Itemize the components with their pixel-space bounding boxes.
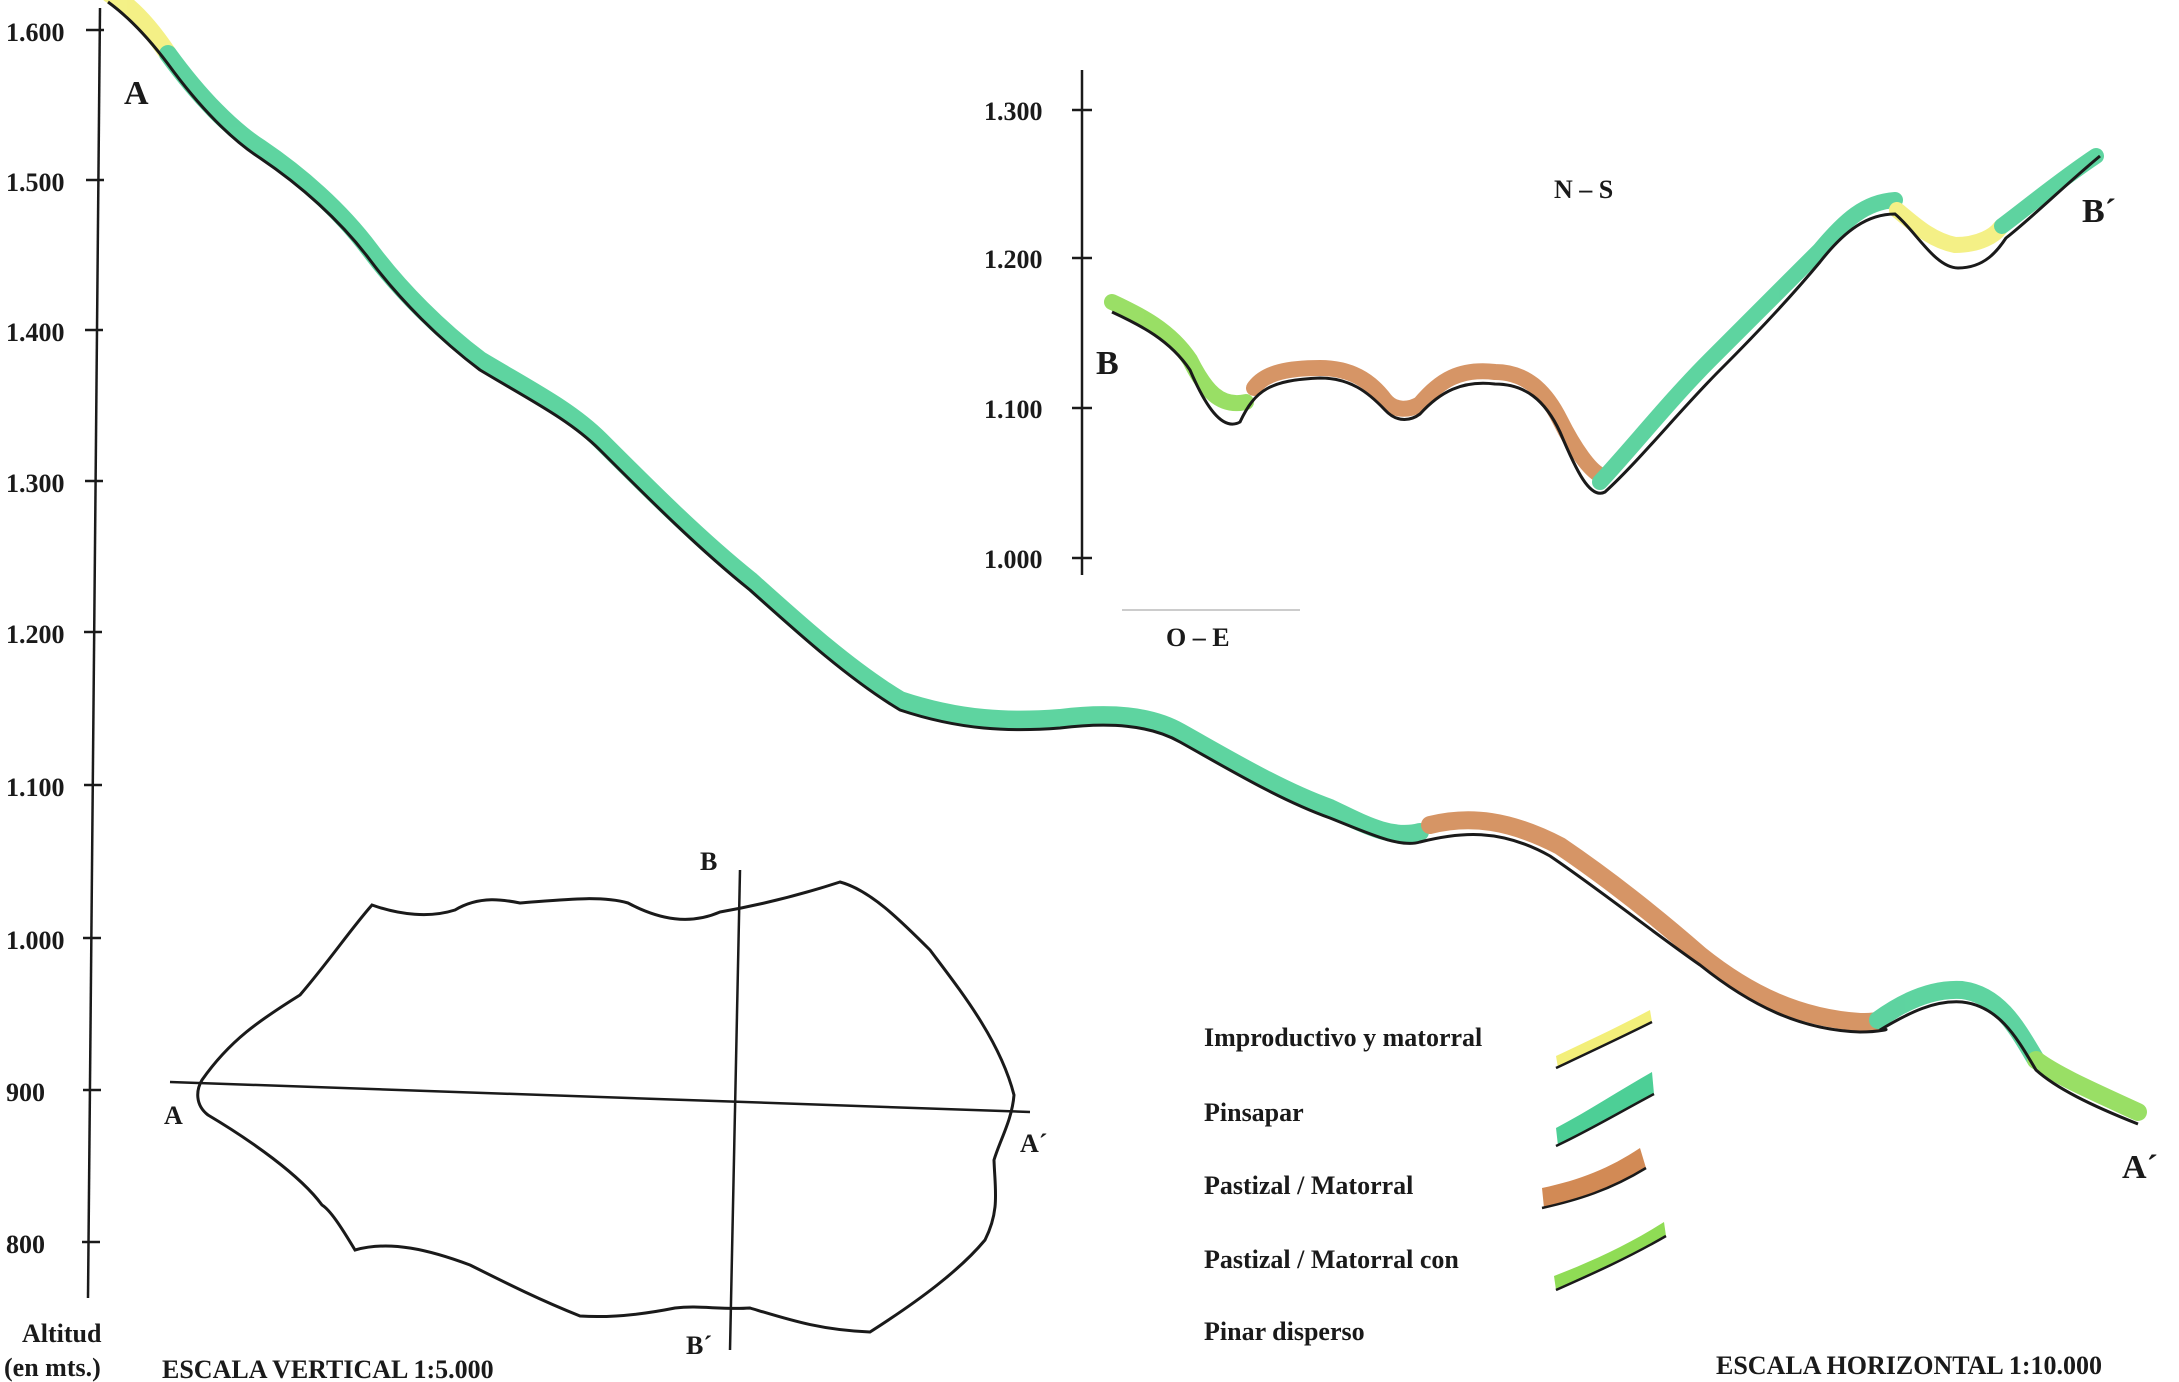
- legend-swatch-pastizal: [1541, 1148, 1647, 1210]
- inset-profile-line: [1111, 154, 2101, 495]
- main-tick-label: 1.400: [6, 318, 65, 347]
- inset-tick-label: 1.100: [984, 395, 1043, 424]
- axis-title-line2: (en mts.): [4, 1353, 101, 1382]
- inset-tick-label: 1.200: [984, 245, 1043, 274]
- map-label-a: A: [164, 1101, 183, 1130]
- inset-direction-top: N – S: [1554, 175, 1613, 204]
- band-pinsapar-2: [1869, 980, 2045, 1069]
- legend-label-pastizal-con: Pastizal / Matorral con: [1204, 1245, 1459, 1274]
- section-line-b: [728, 869, 742, 1351]
- inset-band-pinsapar-2: [1994, 148, 2104, 234]
- legend-label-improductivo: Improductivo y matorral: [1204, 1023, 1482, 1052]
- map-label-b-prime: B´: [686, 1331, 712, 1360]
- main-tick-label: 1.300: [6, 469, 65, 498]
- profile-start-label: A: [124, 75, 149, 112]
- main-altitude-axis: [82, 7, 104, 1299]
- main-tick-label: 800: [6, 1230, 45, 1259]
- legend-swatch-improductivo: [1555, 1010, 1653, 1070]
- inset-tick-label: 1.000: [984, 545, 1043, 574]
- inset-direction-bottom: O – E: [1166, 623, 1230, 652]
- band-pinsapar: [159, 45, 1429, 843]
- legend-swatch-pinsapar: [1555, 1072, 1655, 1148]
- main-tick-label: 1.500: [6, 168, 65, 197]
- inset-band-improductivo: [1889, 202, 2008, 253]
- legend-label-pinsapar: Pinsapar: [1204, 1098, 1304, 1127]
- inset-band-pinsapar: [1592, 192, 1903, 490]
- inset-axis-tick-labels: 1.300 1.200 1.100 1.000: [984, 97, 1043, 574]
- vertical-scale-label: ESCALA VERTICAL 1:5.000: [162, 1355, 494, 1382]
- inset-band-pastizal-pinar: [1104, 294, 1254, 412]
- inset-start-label: B: [1096, 345, 1119, 382]
- axis-title-line1: Altitud: [22, 1319, 102, 1348]
- legend-label-pinar-disperso: Pinar disperso: [1204, 1317, 1365, 1346]
- main-axis-line: [86, 7, 102, 1299]
- main-tick-label: 1.200: [6, 620, 65, 649]
- map-label-a-prime: A´: [1020, 1129, 1047, 1158]
- main-tick-label: 1.100: [6, 773, 65, 802]
- inset-altitude-axis: [1072, 70, 1092, 575]
- horizontal-scale-label: ESCALA HORIZONTAL 1:10.000: [1716, 1351, 2102, 1380]
- main-axis-tick-labels: 1.600 1.500 1.400 1.300 1.200 1.100 1.00…: [4, 18, 102, 1382]
- legend-swatch-pastizal-con: [1554, 1222, 1667, 1292]
- inset-profile-bands: [1104, 148, 2104, 490]
- band-improductivo: [103, 0, 177, 63]
- main-tick-label: 1.600: [6, 18, 65, 47]
- profile-end-label: A´: [2122, 1149, 2158, 1186]
- band-pastizal-pinar: [2027, 1051, 2147, 1121]
- section-line-a: [169, 1080, 1031, 1114]
- inset-tick-label: 1.300: [984, 97, 1043, 126]
- inset-band-pastizal: [1246, 360, 1608, 483]
- main-profile-bands: [103, 0, 2147, 1121]
- area-outline: [196, 880, 1016, 1334]
- main-profile-line: [107, 0, 2139, 1126]
- main-tick-label: 1.000: [6, 926, 65, 955]
- legend-label-pastizal: Pastizal / Matorral: [1204, 1171, 1413, 1200]
- map-label-b: B: [700, 847, 717, 876]
- main-tick-label: 900: [6, 1078, 45, 1107]
- band-pastizal: [1421, 811, 1891, 1031]
- inset-end-label: B´: [2082, 193, 2116, 230]
- legend: Improductivo y matorral Pinsapar Pastiza…: [1204, 1010, 1667, 1346]
